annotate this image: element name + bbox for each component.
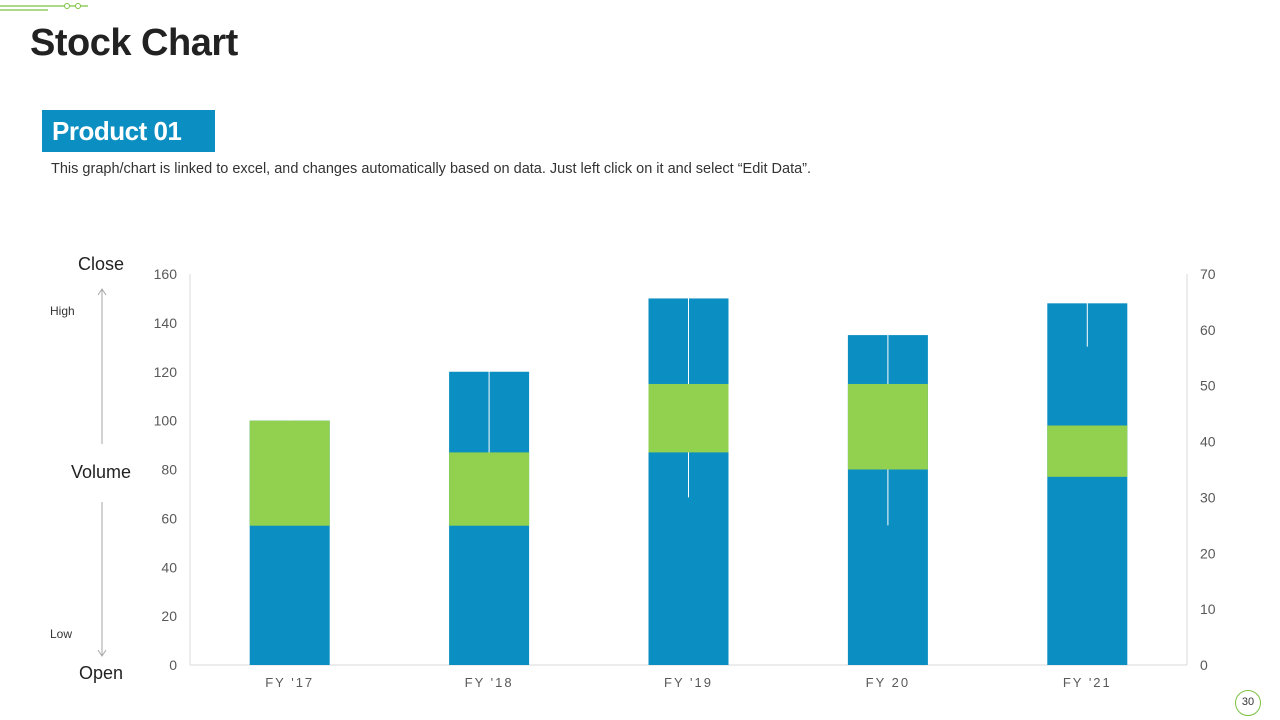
open-close-candle [449, 452, 530, 526]
legend-close-label: Close [77, 254, 125, 274]
y-right-tick-label: 60 [1200, 322, 1216, 338]
legend-open-label: Open [78, 663, 124, 683]
legend-low-label: Low [50, 627, 73, 641]
page-title: Stock Chart [30, 22, 238, 64]
arrow-up-icon [97, 288, 107, 444]
page-number: 30 [1235, 690, 1261, 716]
chart-description: This graph/chart is linked to excel, and… [51, 161, 812, 177]
y-left-tick-label: 20 [161, 608, 177, 624]
open-close-candle [1047, 425, 1128, 477]
y-right-tick-label: 50 [1200, 378, 1216, 394]
y-right-tick-label: 70 [1200, 266, 1216, 282]
y-left-tick-label: 120 [154, 364, 178, 380]
y-right-tick-label: 20 [1200, 545, 1216, 561]
y-left-tick-label: 60 [161, 510, 177, 526]
open-close-candle [648, 383, 729, 453]
y-right-tick-label: 10 [1200, 601, 1216, 617]
product-label: Product 01 [42, 110, 215, 152]
y-left-tick-label: 40 [161, 559, 177, 575]
legend-volume-label: Volume [70, 462, 132, 482]
x-tick-label: FY '19 [664, 675, 713, 690]
volume-bar [1047, 303, 1128, 665]
y-left-tick-label: 160 [154, 266, 178, 282]
arrow-down-icon [97, 502, 107, 657]
y-right-tick-label: 40 [1200, 434, 1216, 450]
x-tick-label: FY '17 [265, 675, 314, 690]
open-close-candle [249, 420, 330, 526]
y-left-tick-label: 140 [154, 315, 178, 331]
y-left-tick-label: 80 [161, 462, 177, 478]
header-decoration [0, 3, 88, 11]
x-tick-label: FY '21 [1063, 675, 1112, 690]
y-left-tick-label: 100 [154, 413, 178, 429]
y-right-tick-label: 30 [1200, 489, 1216, 505]
open-close-candle [847, 383, 928, 470]
y-right-tick-label: 0 [1200, 657, 1208, 673]
x-tick-label: FY 20 [866, 675, 910, 690]
y-left-tick-label: 0 [169, 657, 177, 673]
legend-high-label: High [50, 304, 75, 318]
x-tick-label: FY '18 [465, 675, 514, 690]
